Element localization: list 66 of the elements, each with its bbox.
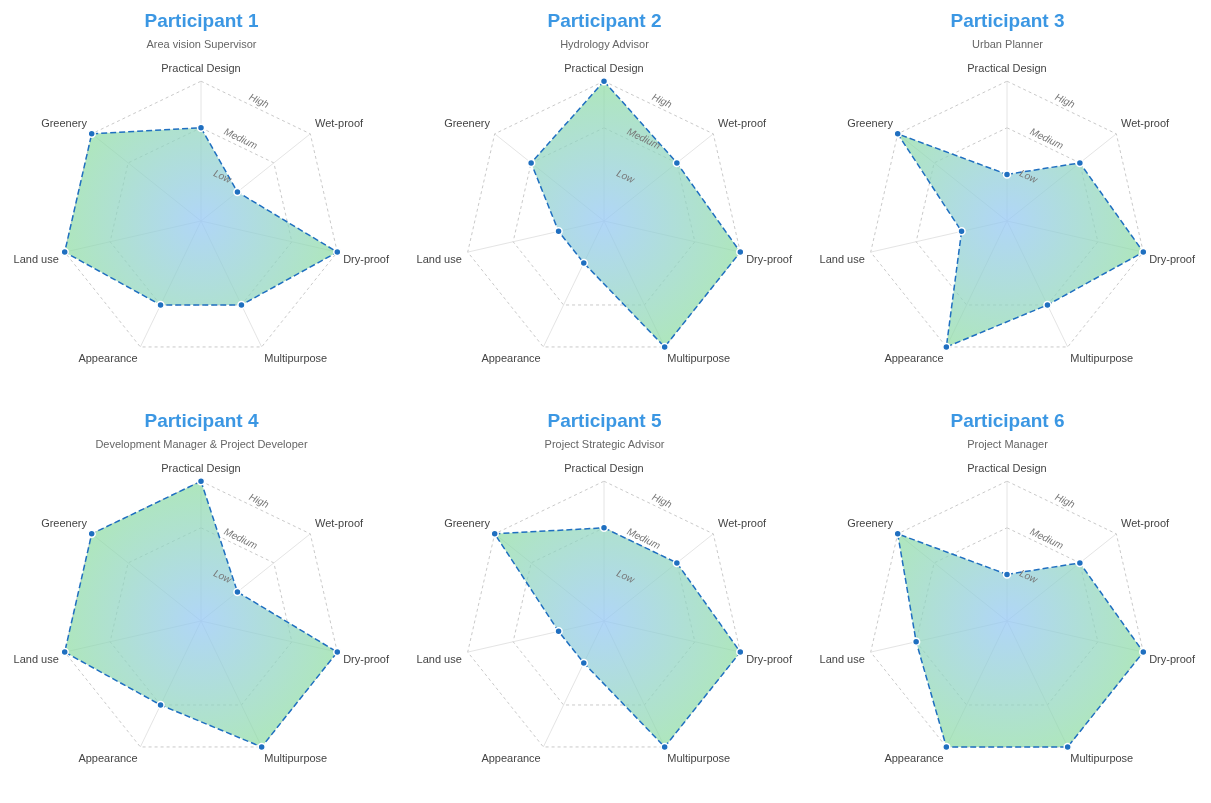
chart-subtitle: Hydrology Advisor [559,38,650,50]
chart-subtitle: Project Strategic Advisor [543,438,666,450]
spoke-label: Dry-proof [343,253,390,266]
spoke-label: Multipurpose [264,351,328,364]
spoke-label: Greenery [41,516,88,529]
chart-title: Participant 5 [546,410,663,432]
spoke-label: Wet-proof [717,116,768,129]
spoke-label: Appearance [481,751,541,764]
spoke-label: Practical Design [967,61,1047,74]
y-tick-label: High [650,91,675,111]
spoke-label: Appearance [884,351,944,364]
spoke-label: Multipurpose [667,351,731,364]
spoke-label: Greenery [847,516,894,529]
spoke-label: Dry-proof [746,253,793,266]
spoke-label: Greenery [41,116,88,129]
spoke-label: Greenery [847,116,894,129]
y-tick-label: Low [1017,567,1040,586]
spoke-label: Multipurpose [1070,751,1134,764]
chart-subtitle: Urban Planner [971,38,1044,50]
y-tick-label: Low [211,567,234,586]
y-tick-label: Low [614,167,637,186]
spoke-label: Land use [819,653,865,666]
spoke-label: Land use [13,653,59,666]
spoke-label: Land use [416,253,462,266]
spoke-label: Practical Design [564,61,644,74]
spoke-label: Practical Design [967,461,1047,474]
spoke-label: Wet-proof [1120,116,1171,129]
y-tick-label: High [1053,91,1078,111]
spoke-label: Dry-proof [343,653,390,666]
spoke-label: Wet-proof [314,516,365,529]
spoke-label: Practical Design [564,461,644,474]
spoke-label: Wet-proof [1120,516,1171,529]
y-tick-label: High [1053,491,1078,511]
spoke-label: Dry-proof [1149,653,1196,666]
y-tick-label: Low [1017,167,1040,186]
y-tick-label: Low [614,567,637,586]
spoke-label: Wet-proof [717,516,768,529]
chart-title: Participant 3 [949,10,1066,32]
y-tick-label: High [247,491,272,511]
y-tick-label: High [650,491,675,511]
spoke-label: Wet-proof [314,116,365,129]
chart-title: Participant 2 [546,10,663,32]
spoke-label: Dry-proof [746,653,793,666]
chart-title: Participant 1 [143,10,260,32]
chart-title: Participant 6 [949,410,1066,432]
spoke-label: Greenery [444,516,491,529]
spoke-label: Appearance [78,751,138,764]
chart-subtitle: Area vision Supervisor [145,38,258,50]
spoke-label: Practical Design [161,461,241,474]
spoke-label: Appearance [884,751,944,764]
spoke-label: Multipurpose [1070,351,1134,364]
spoke-label: Dry-proof [1149,253,1196,266]
spoke-label: Multipurpose [667,751,731,764]
spoke-label: Appearance [481,351,541,364]
spoke-label: Greenery [444,116,491,129]
y-tick-label: High [247,91,272,111]
spoke-label: Multipurpose [264,751,328,764]
spoke-label: Appearance [78,351,138,364]
y-tick-label: Low [211,167,234,186]
chart-subtitle: Project Manager [966,438,1049,450]
spoke-label: Land use [819,253,865,266]
spoke-label: Practical Design [161,61,241,74]
spoke-label: Land use [13,253,59,266]
chart-subtitle: Development Manager & Project Developer [94,438,309,450]
chart-title: Participant 4 [143,410,260,432]
spoke-label: Land use [416,653,462,666]
